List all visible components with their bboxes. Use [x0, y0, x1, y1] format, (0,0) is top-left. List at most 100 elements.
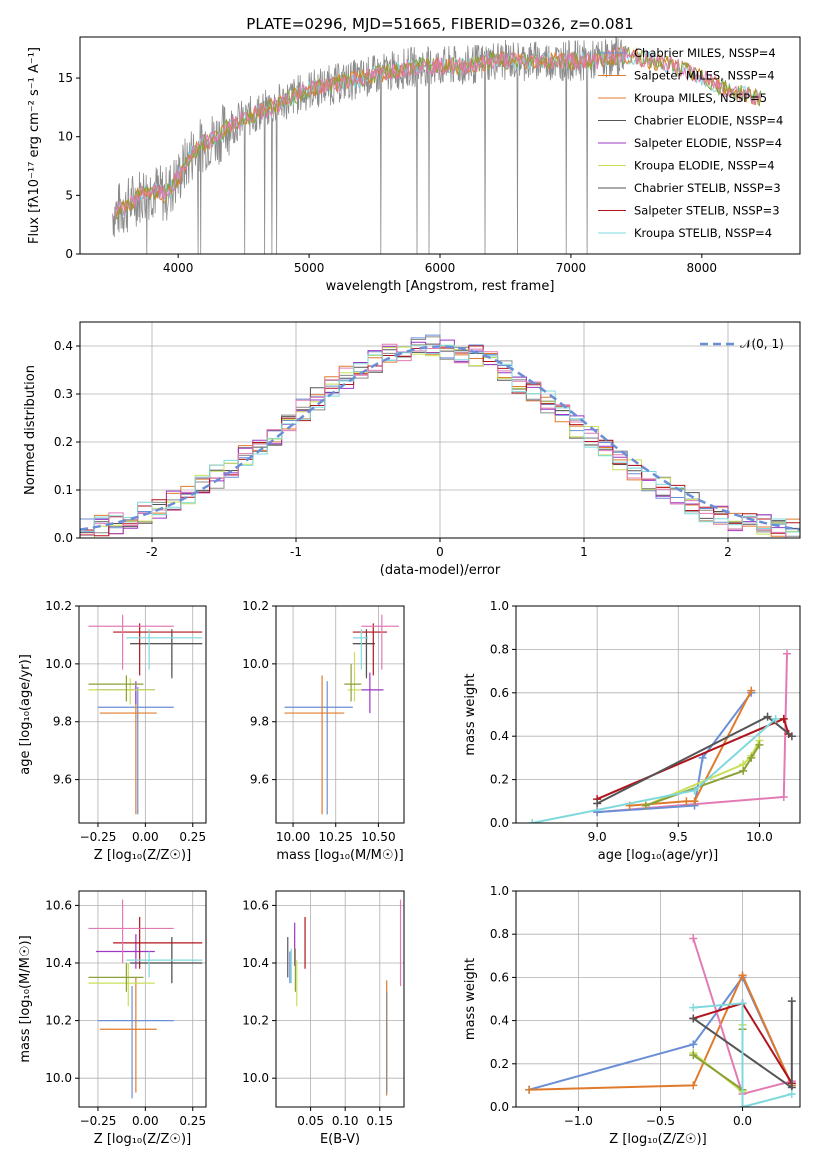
weight-point-marker	[747, 686, 756, 695]
x-axis-label: (data-model)/error	[380, 563, 501, 578]
y-tick-label: 10.6	[45, 898, 72, 912]
errorbar-point	[88, 899, 174, 963]
errorbar-point	[88, 675, 144, 702]
x-axis-label: E(B-V)	[320, 1132, 360, 1147]
weight-point-marker	[787, 997, 796, 1006]
x-tick-label: 0.05	[297, 1114, 324, 1128]
x-tick-label: 2	[724, 545, 732, 559]
y-tick-label: 5	[65, 188, 73, 202]
weight-point-marker	[771, 714, 780, 723]
y-tick-label: 0.0	[490, 816, 509, 830]
x-axis-label: Z [log₁₀(Z/Z☉)]	[609, 1132, 706, 1147]
x-axis-label: age [log₁₀(age/yr)]	[598, 848, 719, 863]
panel-mass_vs_Z: −0.25 0.00 0.25 10.0 10.2 10.4 10.6 Z [log₁₀(Z/…	[18, 890, 207, 1147]
y-tick-label: 0.2	[490, 773, 509, 787]
y-axis-label: Normed distribution	[23, 365, 38, 495]
weight-point-marker	[682, 797, 691, 806]
weight-point-marker	[738, 1103, 747, 1107]
y-axis-label: mass weight	[463, 673, 478, 755]
y-axis-label: Flux [fλ10⁻¹⁷ erg cm⁻² s⁻¹ A⁻¹]	[27, 47, 42, 244]
errorbar-point	[113, 623, 203, 676]
errorbar-point	[113, 916, 203, 969]
normal-curve-line	[80, 345, 800, 531]
x-tick-label: 7000	[556, 261, 587, 275]
y-tick-label: 10.2	[45, 599, 72, 613]
x-tick-label: 10.00	[276, 830, 310, 844]
legend-entry: Chabrier ELODIE, NSSP=4	[634, 114, 783, 128]
errorbar-point	[352, 629, 369, 670]
x-tick-label: -2	[146, 545, 158, 559]
plot-area-mass_vs_ebv	[287, 899, 402, 1096]
model-spectrum-line	[114, 46, 762, 220]
legend-entry: 𝒩(0, 1)	[740, 337, 784, 351]
weight-point-marker	[779, 792, 788, 801]
y-tick-label: 0.2	[54, 435, 73, 449]
plot-area-residuals	[80, 334, 800, 538]
y-tick-label: 0.6	[490, 970, 509, 984]
y-tick-label: 0.2	[490, 1057, 509, 1071]
y-axis-label: mass [log₁₀(M/M☉)]	[18, 935, 33, 1062]
weight-point-marker	[689, 1040, 698, 1049]
axes-frame	[515, 605, 801, 824]
y-tick-label: 1.0	[490, 599, 509, 613]
x-tick-label: 5000	[294, 261, 325, 275]
errorbar-point	[284, 675, 345, 815]
axes-frame	[515, 890, 801, 1108]
errorbar-point	[126, 629, 203, 670]
x-tick-label: 10.25	[319, 830, 353, 844]
legend-entry: Salpeter STELIB, NSSP=3	[634, 204, 780, 218]
x-tick-label: −0.5	[646, 1114, 675, 1128]
weight-point-marker	[698, 753, 707, 762]
axes-frame	[78, 890, 207, 1108]
y-tick-label: 10.2	[242, 1014, 269, 1028]
plot-area-weight_vs_Z	[525, 934, 796, 1107]
panel-age_vs_mass: 10.00 10.25 10.50 9.6 9.8 10.0 10.2 mass [log₁₀…	[242, 599, 405, 863]
x-tick-label: -1	[290, 545, 302, 559]
errorbar-point	[99, 977, 157, 1093]
x-axis-label: wavelength [Angstrom, rest frame]	[326, 279, 555, 294]
axes-frame	[275, 605, 405, 824]
weight-series-line	[645, 740, 761, 807]
weight-point-marker	[689, 1003, 698, 1012]
y-tick-label: 0.1	[54, 483, 73, 497]
errorbar-point	[344, 663, 362, 702]
x-tick-label: −0.25	[80, 1114, 117, 1128]
y-tick-label: 10.0	[242, 657, 269, 671]
legend-entry: Kroupa ELODIE, NSSP=4	[634, 159, 775, 173]
weight-series-line	[693, 1002, 793, 1107]
observed-spectrum-line	[112, 37, 627, 254]
legend-entry: Kroupa MILES, NSSP=5	[634, 91, 767, 105]
errorbar-point	[347, 652, 362, 702]
plot-area-mass_vs_Z	[88, 899, 203, 1099]
x-tick-label: 0.25	[179, 830, 206, 844]
errorbar-point	[126, 951, 203, 978]
errorbar-point	[284, 681, 353, 815]
x-axis-label: mass [log₁₀(M/M☉)]	[276, 848, 403, 863]
weight-series-line	[692, 1029, 744, 1092]
x-tick-label: 10.50	[361, 830, 395, 844]
weight-point-marker	[593, 799, 602, 808]
x-tick-label: 0.00	[132, 1114, 159, 1128]
y-tick-label: 0.4	[54, 339, 73, 353]
y-tick-label: 9.6	[250, 773, 269, 787]
x-tick-label: 9.0	[588, 830, 607, 844]
y-tick-label: 0.8	[490, 927, 509, 941]
plot-area-spectrum	[112, 37, 762, 254]
y-tick-label: 1.0	[490, 884, 509, 898]
y-tick-label: 10.0	[45, 657, 72, 671]
weight-point-marker	[747, 753, 756, 762]
y-axis-label: age [log₁₀(age/yr)]	[18, 654, 33, 775]
y-tick-label: 0.0	[490, 1100, 509, 1114]
x-tick-label: 0.00	[132, 830, 159, 844]
weight-point-marker	[783, 649, 792, 658]
weight-series-line	[529, 972, 793, 1091]
legend: 𝒩(0, 1)	[700, 337, 784, 351]
x-tick-label: 0.25	[179, 1114, 206, 1128]
legend-entry: Kroupa STELIB, NSSP=4	[634, 226, 772, 240]
axes-frame	[78, 605, 207, 824]
y-tick-label: 10.4	[45, 956, 72, 970]
x-tick-label: 6000	[425, 261, 456, 275]
y-tick-label: 10.2	[45, 1014, 72, 1028]
weight-point-marker	[787, 732, 796, 741]
legend-entry: Salpeter MILES, NSSP=4	[634, 69, 775, 83]
